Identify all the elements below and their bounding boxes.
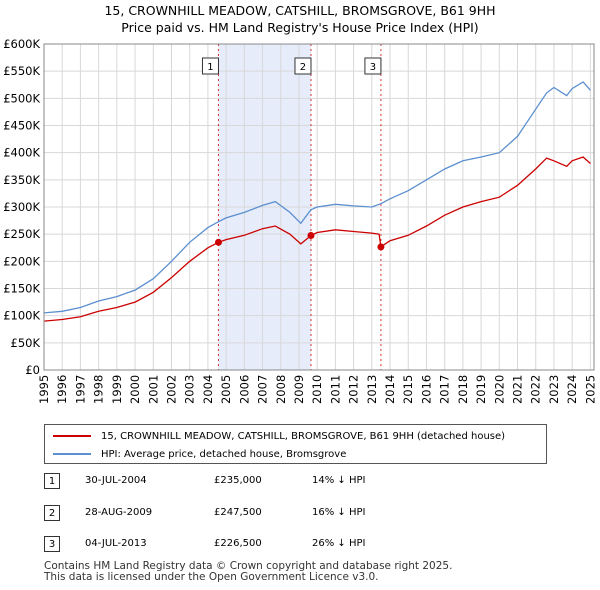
y-tick-label: £0 xyxy=(25,363,40,377)
sale-number-badge: 3 xyxy=(44,536,60,552)
x-tick-label: 2004 xyxy=(201,375,215,404)
legend-property-line-icon xyxy=(53,435,91,437)
sale-label-text: 1 xyxy=(207,62,213,73)
sale-hpi-delta: 14% ↓ HPI xyxy=(312,475,366,486)
sale-hpi-delta: 16% ↓ HPI xyxy=(312,507,366,518)
x-tick-label: 2019 xyxy=(474,375,488,404)
sale-number-badge: 1 xyxy=(44,473,60,489)
x-tick-label: 2009 xyxy=(292,375,306,404)
x-tick-label: 2000 xyxy=(128,375,142,404)
footer: Contains HM Land Registry data © Crown c… xyxy=(44,561,452,583)
footer-copyright: Contains HM Land Registry data © Crown c… xyxy=(44,560,453,572)
x-tick-label: 2022 xyxy=(529,375,543,404)
x-tick-label: 2015 xyxy=(401,375,415,404)
x-tick-label: 2012 xyxy=(347,375,361,404)
x-tick-label: 2023 xyxy=(547,375,561,404)
sale-label-box xyxy=(364,57,382,75)
x-tick-label: 1995 xyxy=(37,375,51,404)
x-tick-label: 2025 xyxy=(583,375,597,404)
table-row: 1 30-JUL-2004 £235,000 14% ↓ HPI xyxy=(44,473,444,493)
y-tick-label: £400K xyxy=(3,146,40,160)
legend-item-property: 15, CROWNHILL MEADOW, CATSHILL, BROMSGRO… xyxy=(53,427,505,445)
x-tick-label: 2011 xyxy=(328,375,342,404)
sale-label-text: 3 xyxy=(370,62,376,73)
x-tick-label: 2010 xyxy=(310,375,324,404)
x-tick-label: 2008 xyxy=(274,375,288,404)
plot-frame xyxy=(43,43,595,371)
sale-label-text: 2 xyxy=(300,62,306,73)
y-tick-label: £50K xyxy=(11,336,41,350)
sale-date: 04-JUL-2013 xyxy=(85,538,147,549)
legend-item-hpi: HPI: Average price, detached house, Brom… xyxy=(53,445,346,463)
sale-date: 30-JUL-2004 xyxy=(85,475,147,486)
x-tick-label: 2024 xyxy=(565,375,579,404)
sale-label-box xyxy=(201,57,219,75)
x-tick-label: 2018 xyxy=(456,375,470,404)
x-tick-label: 1997 xyxy=(73,375,87,404)
sale-price: £226,500 xyxy=(214,538,262,549)
x-tick-label: 2007 xyxy=(256,375,270,404)
y-tick-label: £450K xyxy=(3,119,40,133)
price-chart: 1 2 3 £0 £50K £100K £150K £200K £250K £300K £350K £… xyxy=(3,37,597,404)
x-tick-label: 2021 xyxy=(511,375,525,404)
y-tick-label: £250K xyxy=(3,227,40,241)
sale-point xyxy=(214,238,222,246)
sale-label-box xyxy=(294,57,312,75)
y-tick-label: £200K xyxy=(3,254,40,268)
y-tick-label: £500K xyxy=(3,91,40,105)
chart-legend: 15, CROWNHILL MEADOW, CATSHILL, BROMSGRO… xyxy=(44,424,547,464)
sale-price: £247,500 xyxy=(214,507,262,518)
hpi-series-line xyxy=(43,81,591,314)
footer-licence: This data is licensed under the Open Gov… xyxy=(44,571,379,583)
x-tick-label: 1999 xyxy=(110,375,124,404)
x-tick-label: 2014 xyxy=(383,375,397,404)
x-tick-label: 2002 xyxy=(164,375,178,404)
y-tick-label: £300K xyxy=(3,200,40,214)
x-tick-label: 1996 xyxy=(55,375,69,404)
y-tick-label: £150K xyxy=(3,282,40,296)
y-tick-label: £100K xyxy=(3,309,40,323)
legend-hpi-label: HPI: Average price, detached house, Brom… xyxy=(101,448,347,460)
table-row: 3 04-JUL-2013 £226,500 26% ↓ HPI xyxy=(44,536,444,556)
x-tick-label: 2013 xyxy=(365,375,379,404)
sale-number-badge: 2 xyxy=(44,505,60,521)
legend-hpi-line-icon xyxy=(53,453,91,455)
legend-property-label: 15, CROWNHILL MEADOW, CATSHILL, BROMSGRO… xyxy=(101,430,506,442)
y-tick-label: £350K xyxy=(3,173,40,187)
x-tick-label: 2020 xyxy=(492,375,506,404)
sale-hpi-delta: 26% ↓ HPI xyxy=(312,538,366,549)
x-tick-label: 2006 xyxy=(237,375,251,404)
x-tick-label: 1998 xyxy=(92,375,106,404)
x-tick-label: 2005 xyxy=(219,375,233,404)
x-tick-label: 2017 xyxy=(438,375,452,404)
x-tick-label: 2016 xyxy=(419,375,433,404)
chart-subtitle: Price paid vs. HM Land Registry's House … xyxy=(121,20,479,35)
y-tick-label: £600K xyxy=(3,37,40,51)
property-series-line xyxy=(43,156,591,322)
x-tick-label: 2001 xyxy=(146,375,160,404)
x-tick-label: 2003 xyxy=(183,375,197,404)
y-tick-label: £550K xyxy=(3,64,40,78)
chart-title: 15, CROWNHILL MEADOW, CATSHILL, BROMSGRO… xyxy=(104,3,496,18)
sale-point xyxy=(307,232,315,240)
sale-point xyxy=(377,243,385,251)
sale-date: 28-AUG-2009 xyxy=(85,507,153,518)
sale-price: £235,000 xyxy=(214,475,262,486)
table-row: 2 28-AUG-2009 £247,500 16% ↓ HPI xyxy=(44,505,444,525)
